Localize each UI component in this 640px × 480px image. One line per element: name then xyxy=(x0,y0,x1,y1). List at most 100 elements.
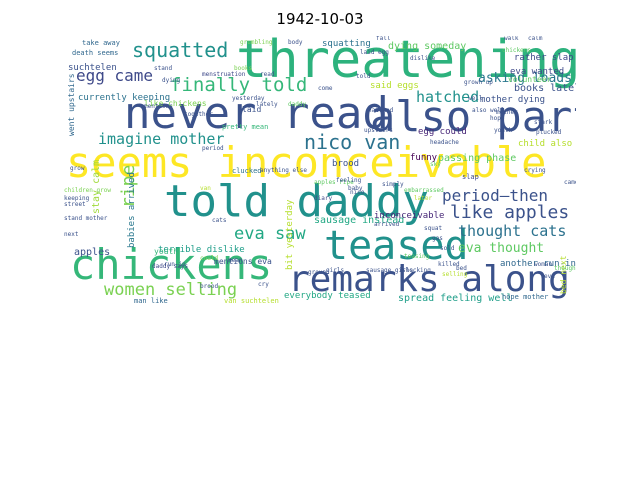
cloud-word: take away xyxy=(82,39,120,47)
cloud-word: selling xyxy=(442,271,468,278)
cloud-word: read xyxy=(260,71,275,78)
cloud-word: dying someday xyxy=(388,41,467,52)
cloud-word: laid xyxy=(242,105,262,114)
cloud-word: yesterday xyxy=(232,95,265,102)
cloud-word: rather slap xyxy=(514,53,574,63)
cloud-word: baby xyxy=(348,185,363,192)
cloud-word: said eggs xyxy=(370,81,419,91)
cloud-word: sky xyxy=(430,161,441,168)
cloud-word: anything else xyxy=(260,167,307,174)
cloud-word: grow xyxy=(70,165,85,172)
cloud-word: told xyxy=(356,73,371,80)
cloud-word: pretty mean xyxy=(222,123,269,131)
cloud-word: hatched xyxy=(416,88,480,106)
cloud-word: cats xyxy=(212,217,227,224)
cloud-word: gas xyxy=(432,235,443,242)
cloud-word: arrived xyxy=(374,221,400,228)
cloud-word: next xyxy=(64,231,79,238)
cloud-word: seems inconceivable xyxy=(66,138,547,187)
cloud-word: sold xyxy=(440,245,455,252)
cloud-word: girls xyxy=(326,267,345,274)
cloud-word: threatening xyxy=(236,36,576,90)
cloud-word: squat xyxy=(424,225,443,232)
cloud-word: inconceivable xyxy=(374,211,445,221)
cloud-word: well xyxy=(468,95,483,102)
cloud-word: simply xyxy=(382,181,404,188)
cloud-word: hope mother xyxy=(502,293,549,301)
cloud-word: terrible dislike xyxy=(158,245,245,255)
cloud-word: death seems xyxy=(72,49,119,57)
cloud-word: nico xyxy=(350,189,365,196)
cloud-word: eva thought xyxy=(458,241,545,256)
cloud-word: slap xyxy=(462,173,479,181)
cloud-word: books lately xyxy=(514,83,576,94)
cloud-word: mother dying xyxy=(480,95,546,105)
cloud-word: woman xyxy=(534,261,553,268)
cloud-word: upstairs xyxy=(364,127,393,134)
cloud-word: bit yesterday xyxy=(285,199,295,270)
cloud-word: came xyxy=(564,179,576,186)
cloud-word: suchtelen xyxy=(68,63,117,73)
cloud-word: later xyxy=(414,195,433,202)
cloud-word: man like xyxy=(134,297,168,305)
cloud-word: feeling xyxy=(336,177,362,184)
cloud-word: spread feeling well xyxy=(398,293,513,304)
cloud-word: walk xyxy=(504,36,519,42)
cloud-word: keeping xyxy=(64,195,90,202)
cloud-word: finally told xyxy=(170,74,308,96)
cloud-word: apples xyxy=(74,247,111,258)
cloud-word: nico van xyxy=(304,130,401,154)
cloud-word: stand mother xyxy=(64,215,108,222)
cloud-word: chickens xyxy=(502,47,531,54)
cloud-word: lately xyxy=(256,101,278,108)
cloud-word: child also xyxy=(518,139,573,149)
cloud-word: another run-in xyxy=(500,259,576,269)
cloud-word: brood xyxy=(200,283,219,290)
cloud-word: youth xyxy=(154,247,179,256)
cloud-word: grumbling xyxy=(240,39,273,46)
cloud-word: children grow xyxy=(64,187,111,194)
cloud-word: books xyxy=(234,65,253,72)
cloud-word: brood xyxy=(332,159,360,169)
cloud-word: passing phase xyxy=(438,153,517,164)
cloud-word: went upstairs xyxy=(67,73,76,136)
cloud-word: plucked xyxy=(536,129,562,136)
cloud-word: period—then xyxy=(442,186,548,205)
cloud-word: volunteer xyxy=(508,75,552,84)
cloud-word: street xyxy=(64,201,86,208)
word-cloud: threatening never read also parts seems … xyxy=(64,36,576,310)
cloud-word: together xyxy=(184,111,213,118)
cloud-word: remarks along xyxy=(288,259,570,300)
cloud-word: mother xyxy=(496,109,518,116)
cloud-word: mentions eva xyxy=(214,257,272,266)
cloud-word: crying xyxy=(524,167,546,174)
cloud-word: embarrassed xyxy=(404,187,444,194)
cloud-word: daddy xyxy=(288,101,307,108)
cloud-word: van suchtelen xyxy=(224,297,279,305)
cloud-word: like chickens xyxy=(144,99,207,108)
cloud-word: chickens xyxy=(70,240,273,289)
cloud-word: calm xyxy=(528,36,543,42)
cloud-word: headache xyxy=(430,139,459,146)
cloud-word: van xyxy=(200,185,211,192)
cloud-word: hope xyxy=(490,115,505,122)
cloud-word: teasing xyxy=(404,253,430,260)
cloud-word: mentions xyxy=(144,103,173,110)
cloud-word: everybody teased xyxy=(284,291,371,301)
cloud-word: ground xyxy=(308,269,330,276)
cloud-word: told daddy xyxy=(164,176,429,227)
cloud-word: thought xyxy=(554,265,576,272)
cloud-word: never read xyxy=(124,88,389,139)
cloud-word: daddy says xyxy=(152,263,189,270)
cloud-word: asking loads xyxy=(478,71,572,86)
cloud-word: menstruation xyxy=(202,71,246,78)
cloud-word: killed xyxy=(438,261,460,268)
cloud-word: currently keeping xyxy=(78,93,171,103)
cloud-word: come xyxy=(318,85,333,92)
cloud-word: eva xyxy=(544,273,555,280)
cloud-word: mean xyxy=(228,257,243,264)
cloud-word: clucked xyxy=(232,167,262,175)
cloud-word: also parts xyxy=(370,92,576,141)
cloud-word: dying xyxy=(162,77,181,84)
cloud-word: sausage girls xyxy=(366,267,413,274)
